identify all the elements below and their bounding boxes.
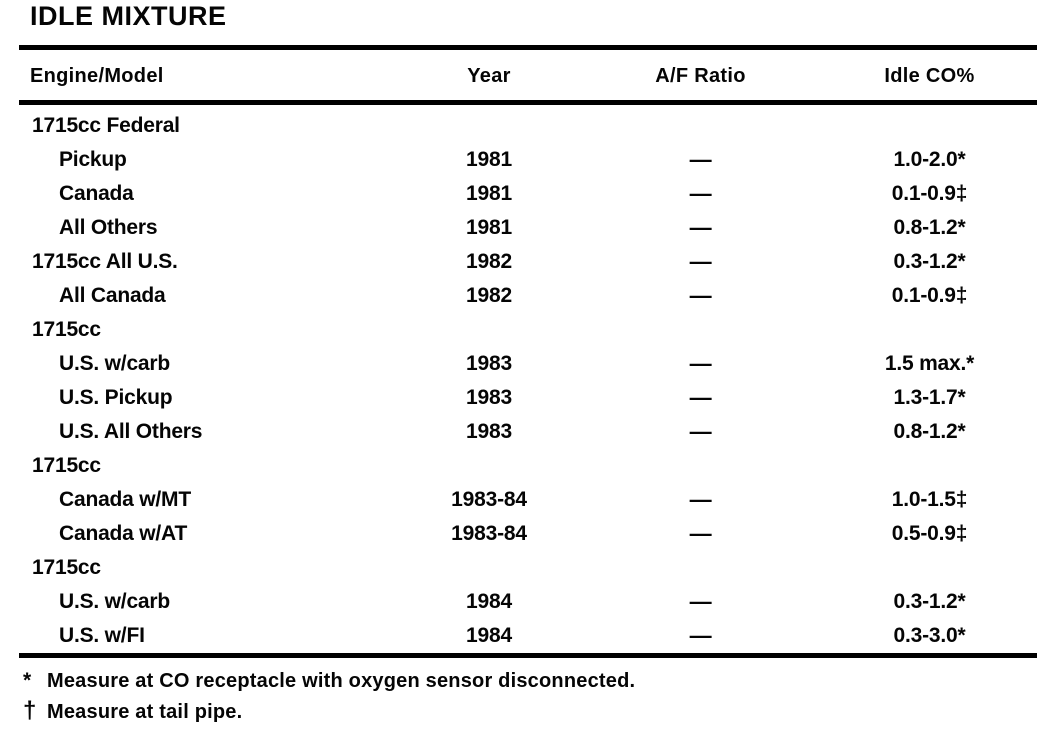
footnotes: * Measure at CO receptacle with oxygen s… (23, 666, 1056, 727)
af-ratio-cell: — (689, 385, 712, 410)
footnote-text: Measure at CO receptacle with oxygen sen… (47, 670, 636, 692)
af-ratio-cell: — (689, 215, 712, 240)
idle-co-cell: 1.0-1.5‡ (891, 488, 968, 511)
footnote: * Measure at CO receptacle with oxygen s… (23, 666, 1056, 696)
footnote: † Measure at tail pipe. (23, 696, 1056, 727)
year-cell: 1983-84 (451, 488, 527, 511)
af-ratio-cell: — (689, 521, 712, 546)
table-row: U.S. w/carb 1983 — 1.5 max.* (19, 347, 1037, 381)
table-row: 1715cc (19, 551, 1037, 585)
idle-co-cell (822, 313, 1037, 347)
model-cell: All Canada (59, 284, 166, 307)
af-ratio-cell: — (689, 283, 712, 308)
column-header-year: Year (399, 47, 579, 105)
table-row: Canada w/AT 1983-84 — 0.5-0.9‡ (19, 517, 1037, 551)
idle-co-cell: 1.0-2.0* (893, 148, 966, 171)
model-cell: Pickup (59, 148, 127, 171)
header-row: Engine/Model Year A/F Ratio Idle CO% (19, 47, 1037, 105)
year-cell: 1984 (466, 590, 512, 613)
column-header-idle-co: Idle CO% (822, 47, 1037, 105)
year-cell: 1983 (466, 352, 512, 375)
idle-co-cell: 0.3-3.0* (893, 624, 966, 647)
idle-co-cell: 0.5-0.9‡ (891, 522, 968, 545)
year-cell: 1981 (466, 216, 512, 239)
idle-co-cell: 0.8-1.2* (893, 420, 966, 443)
table-row: Pickup 1981 — 1.0-2.0* (19, 143, 1037, 177)
year-cell: 1983 (466, 420, 512, 443)
model-cell: 1715cc (32, 318, 101, 341)
page-title: IDLE MIXTURE (30, 1, 227, 31)
year-cell: 1982 (466, 250, 512, 273)
idle-co-cell: 0.8-1.2* (893, 216, 966, 239)
model-cell: 1715cc Federal (32, 114, 180, 137)
table-row: 1715cc (19, 449, 1037, 483)
year-cell: 1983 (466, 386, 512, 409)
af-ratio-cell (579, 313, 822, 347)
model-cell: Canada (59, 182, 134, 205)
column-header-engine-model: Engine/Model (19, 47, 399, 105)
af-ratio-cell: — (689, 589, 712, 614)
model-cell: All Others (59, 216, 158, 239)
table-row: U.S. w/carb 1984 — 0.3-1.2* (19, 585, 1037, 619)
af-ratio-cell: — (689, 623, 712, 648)
af-ratio-cell: — (689, 249, 712, 274)
table-row: Canada 1981 — 0.1-0.9‡ (19, 177, 1037, 211)
table-row: U.S. All Others 1983 — 0.8-1.2* (19, 415, 1037, 449)
footnote-marker: * (23, 669, 32, 692)
model-cell: 1715cc (32, 454, 101, 477)
idle-co-cell: 0.3-1.2* (893, 250, 966, 273)
table-row: All Others 1981 — 0.8-1.2* (19, 211, 1037, 245)
year-cell: 1982 (466, 284, 512, 307)
year-cell: 1983-84 (451, 522, 527, 545)
model-cell: U.S. w/carb (59, 352, 171, 375)
idle-mixture-table: Engine/Model Year A/F Ratio Idle CO% 171… (19, 45, 1037, 658)
idle-co-cell (822, 551, 1037, 585)
af-ratio-cell: — (689, 351, 712, 376)
idle-co-cell: 0.1-0.9‡ (891, 284, 968, 307)
table-row: All Canada 1982 — 0.1-0.9‡ (19, 279, 1037, 313)
table-row: Canada w/MT 1983-84 — 1.0-1.5‡ (19, 483, 1037, 517)
af-ratio-cell: — (689, 487, 712, 512)
model-cell: Canada w/AT (59, 522, 188, 545)
table-row: U.S. w/FI 1984 — 0.3-3.0* (19, 619, 1037, 656)
af-ratio-cell: — (689, 181, 712, 206)
af-ratio-cell (579, 551, 822, 585)
year-cell: 1981 (466, 182, 512, 205)
table-row: 1715cc Federal (19, 103, 1037, 144)
year-cell (399, 551, 579, 585)
idle-co-cell: 0.3-1.2* (893, 590, 966, 613)
year-cell (399, 313, 579, 347)
footnote-marker: † (23, 697, 37, 724)
af-ratio-cell: — (689, 147, 712, 172)
af-ratio-cell: — (689, 419, 712, 444)
idle-co-cell: 1.3-1.7* (893, 386, 966, 409)
table-row: U.S. Pickup 1983 — 1.3-1.7* (19, 381, 1037, 415)
model-cell: U.S. All Others (59, 420, 203, 443)
table-row: 1715cc All U.S. 1982 — 0.3-1.2* (19, 245, 1037, 279)
year-cell: 1981 (466, 148, 512, 171)
model-cell: Canada w/MT (59, 488, 191, 511)
idle-co-cell (822, 103, 1037, 144)
year-cell: 1984 (466, 624, 512, 647)
idle-co-cell: 1.5 max.* (884, 352, 975, 375)
model-cell: 1715cc (32, 556, 101, 579)
idle-co-cell (822, 449, 1037, 483)
idle-co-cell: 0.1-0.9‡ (891, 182, 968, 205)
footnote-text: Measure at tail pipe. (47, 701, 243, 723)
year-cell (399, 449, 579, 483)
af-ratio-cell (579, 449, 822, 483)
model-cell: U.S. w/carb (59, 590, 171, 613)
table-row: 1715cc (19, 313, 1037, 347)
column-header-af-ratio: A/F Ratio (579, 47, 822, 105)
af-ratio-cell (579, 103, 822, 144)
model-cell: U.S. w/FI (59, 624, 145, 647)
model-cell: U.S. Pickup (59, 386, 173, 409)
model-cell: 1715cc All U.S. (32, 250, 178, 273)
year-cell (399, 103, 579, 144)
